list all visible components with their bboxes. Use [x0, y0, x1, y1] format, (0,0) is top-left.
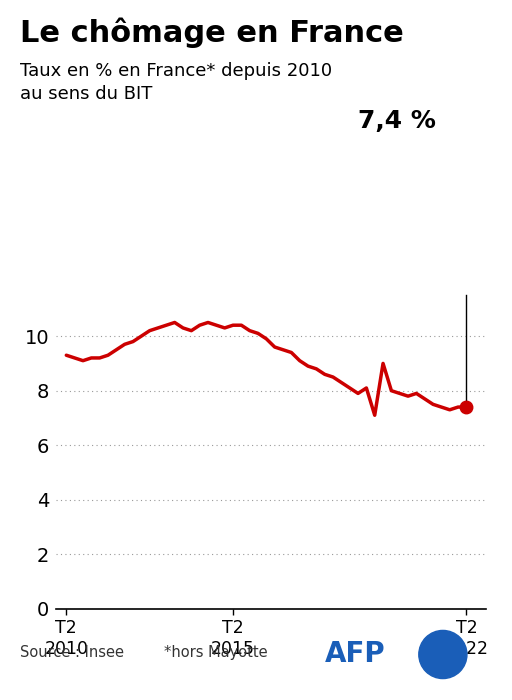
Text: *hors Mayotte: *hors Mayotte [164, 645, 267, 660]
Text: Source : Insee: Source : Insee [20, 645, 124, 660]
Text: Le chômage en France: Le chômage en France [20, 18, 404, 48]
Text: 7,4 %: 7,4 % [358, 108, 436, 132]
Text: au sens du BIT: au sens du BIT [20, 85, 153, 104]
Text: AFP: AFP [325, 640, 386, 668]
Circle shape [419, 631, 467, 678]
Text: Taux en % en France* depuis 2010: Taux en % en France* depuis 2010 [20, 62, 333, 80]
